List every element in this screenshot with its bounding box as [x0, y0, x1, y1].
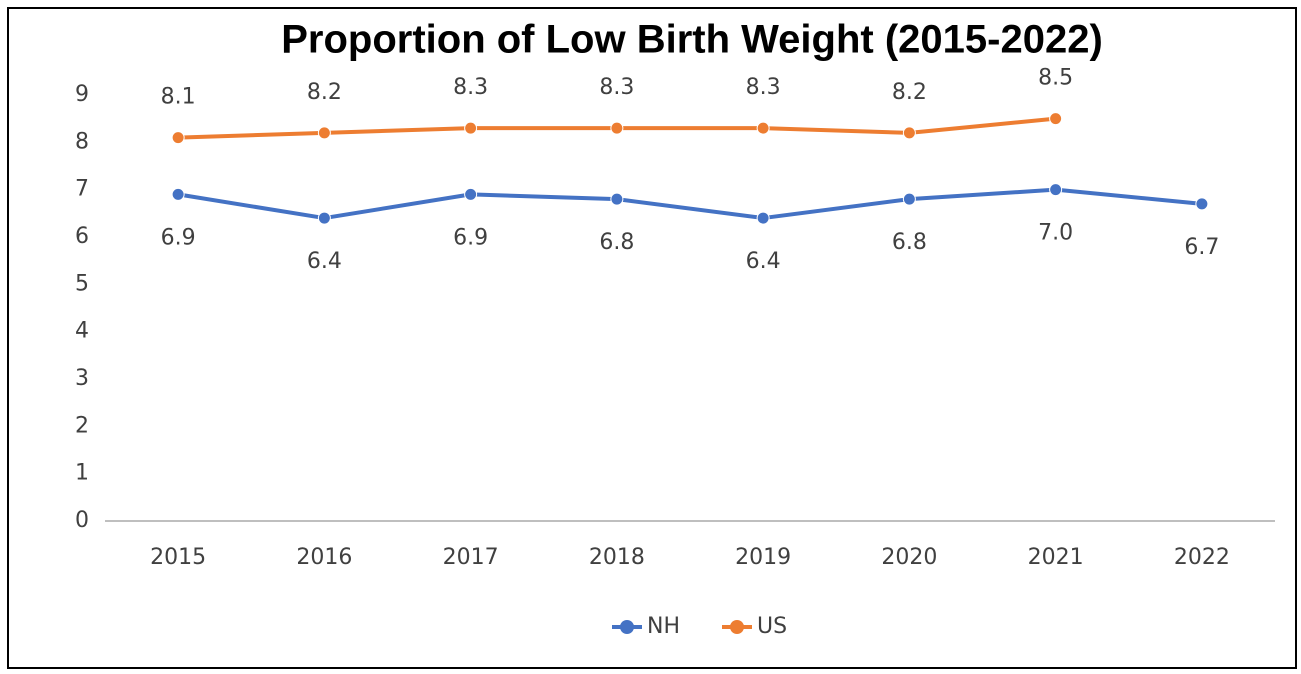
data-point — [317, 211, 331, 225]
data-point — [317, 126, 331, 140]
data-point — [902, 126, 916, 140]
data-label: 6.8 — [892, 230, 927, 255]
data-label: 6.7 — [1184, 235, 1219, 260]
data-point — [1049, 112, 1063, 126]
y-tick-label: 5 — [75, 271, 89, 296]
chart-title: Proportion of Low Birth Weight (2015-202… — [281, 18, 1103, 62]
legend-label: NH — [647, 614, 680, 639]
legend-marker — [620, 620, 634, 634]
data-label: 8.3 — [746, 75, 781, 100]
y-tick-label: 0 — [75, 508, 89, 533]
data-point — [756, 211, 770, 225]
x-tick-label: 2022 — [1174, 545, 1230, 570]
data-point — [171, 131, 185, 145]
x-tick-label: 2016 — [296, 545, 352, 570]
y-tick-label: 7 — [75, 177, 89, 202]
y-tick-label: 4 — [75, 319, 89, 344]
x-tick-label: 2020 — [881, 545, 937, 570]
x-tick-label: 2018 — [589, 545, 645, 570]
data-point — [171, 187, 185, 201]
x-tick-label: 2015 — [150, 545, 206, 570]
data-point — [464, 121, 478, 135]
legend-label: US — [757, 614, 787, 639]
data-label: 7.0 — [1038, 221, 1073, 246]
x-tick-label: 2021 — [1028, 545, 1084, 570]
y-tick-label: 1 — [75, 461, 89, 486]
series-line — [177, 187, 1203, 221]
data-label: 6.4 — [307, 249, 342, 274]
chart-border — [7, 7, 1297, 669]
data-point — [464, 187, 478, 201]
y-tick-label: 8 — [75, 129, 89, 154]
data-label: 6.9 — [161, 225, 196, 250]
data-label: 8.1 — [161, 85, 196, 110]
data-label: 6.8 — [599, 230, 634, 255]
data-label: 6.9 — [453, 225, 488, 250]
x-tick-label: 2019 — [735, 545, 791, 570]
data-label: 6.4 — [746, 249, 781, 274]
data-point — [902, 192, 916, 206]
y-tick-label: 3 — [75, 366, 89, 391]
legend-marker — [730, 620, 744, 634]
data-label: 8.2 — [892, 80, 927, 105]
data-point — [756, 121, 770, 135]
y-tick-label: 2 — [75, 413, 89, 438]
data-point — [610, 121, 624, 135]
data-point — [1195, 197, 1209, 211]
data-point — [610, 192, 624, 206]
data-label: 8.2 — [307, 80, 342, 105]
y-tick-label: 9 — [75, 82, 89, 107]
data-label: 8.5 — [1038, 66, 1073, 91]
y-tick-label: 6 — [75, 224, 89, 249]
data-label: 8.3 — [453, 75, 488, 100]
data-label: 8.3 — [599, 75, 634, 100]
data-point — [1049, 183, 1063, 197]
x-tick-label: 2017 — [443, 545, 499, 570]
